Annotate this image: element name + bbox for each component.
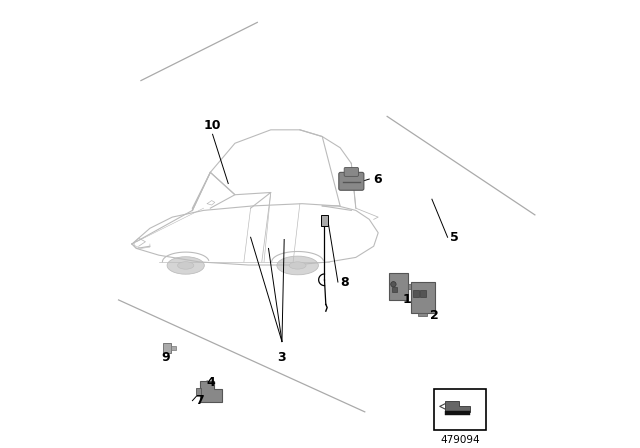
Text: 7: 7 bbox=[195, 394, 204, 407]
Bar bbox=[392, 288, 397, 292]
Polygon shape bbox=[163, 343, 171, 353]
FancyBboxPatch shape bbox=[339, 172, 364, 190]
Bar bbox=[196, 388, 202, 395]
Text: 479094: 479094 bbox=[440, 435, 480, 445]
Bar bbox=[419, 313, 428, 316]
FancyBboxPatch shape bbox=[411, 282, 435, 313]
Bar bbox=[434, 389, 486, 430]
Polygon shape bbox=[445, 401, 470, 412]
FancyBboxPatch shape bbox=[389, 273, 408, 300]
Text: 10: 10 bbox=[204, 119, 221, 132]
Ellipse shape bbox=[289, 262, 306, 269]
Text: 8: 8 bbox=[340, 276, 349, 289]
Bar bbox=[445, 411, 470, 415]
Text: 5: 5 bbox=[450, 231, 459, 244]
Bar bbox=[420, 290, 426, 297]
Text: 6: 6 bbox=[374, 172, 382, 185]
FancyBboxPatch shape bbox=[344, 168, 358, 177]
Ellipse shape bbox=[277, 256, 318, 275]
Bar bbox=[413, 290, 419, 297]
Ellipse shape bbox=[167, 257, 204, 274]
Text: 2: 2 bbox=[430, 309, 438, 322]
Bar bbox=[171, 346, 176, 350]
Ellipse shape bbox=[177, 262, 194, 269]
Polygon shape bbox=[200, 381, 222, 402]
Ellipse shape bbox=[391, 282, 396, 287]
Text: 4: 4 bbox=[206, 376, 214, 389]
Text: 3: 3 bbox=[278, 351, 286, 364]
Text: 1: 1 bbox=[403, 293, 412, 306]
Bar bbox=[321, 215, 328, 226]
Text: 9: 9 bbox=[161, 351, 170, 364]
Bar bbox=[408, 284, 412, 289]
